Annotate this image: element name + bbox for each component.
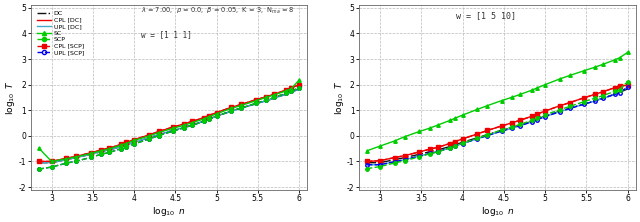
Text: $\lambda$ = 7.00,  $\rho$ = 0.0,  $\beta$ = 0.05,  K = 3,  N$_{ma}$ = 8: $\lambda$ = 7.00, $\rho$ = 0.0, $\beta$ … <box>141 6 295 16</box>
X-axis label: $\log_{10}\ n$: $\log_{10}\ n$ <box>481 205 515 218</box>
Y-axis label: $\log_{10}\ T$: $\log_{10}\ T$ <box>333 80 346 115</box>
X-axis label: $\log_{10}\ n$: $\log_{10}\ n$ <box>152 205 186 218</box>
Text: w = [1 5 10]: w = [1 5 10] <box>456 11 516 20</box>
Legend: DC, CPL [DC], UPL [DC], SC, SCP, CPL [SCP], UPL [SCP]: DC, CPL [DC], UPL [DC], SC, SCP, CPL [SC… <box>37 10 84 56</box>
Y-axis label: $\log_{10}\ T$: $\log_{10}\ T$ <box>4 80 17 115</box>
Text: w = [1 1 1]: w = [1 1 1] <box>141 30 193 39</box>
